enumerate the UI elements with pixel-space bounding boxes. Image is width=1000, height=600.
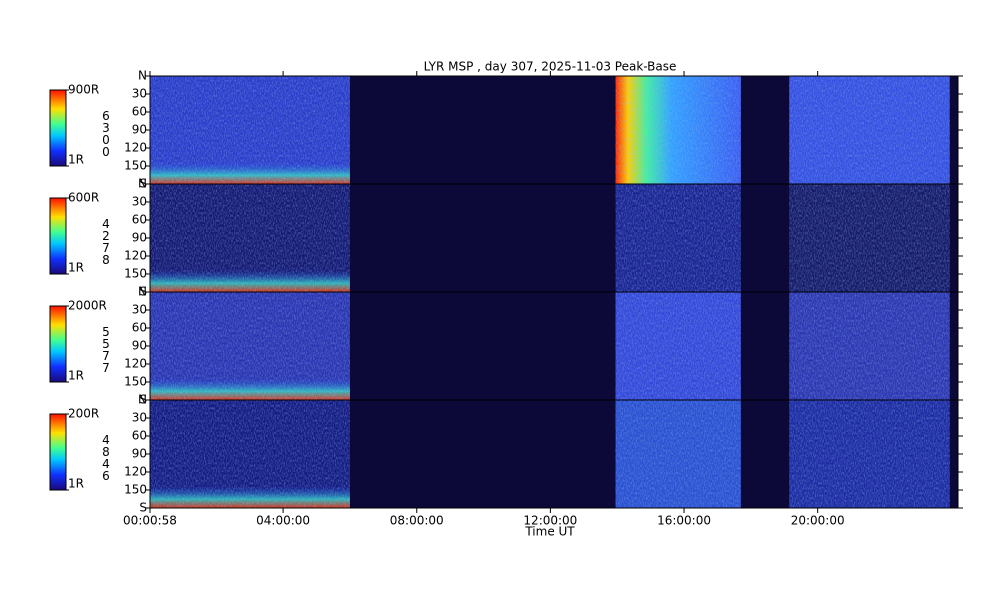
y-tick-label: 150 — [124, 267, 147, 281]
y-tick-label: N — [138, 285, 147, 299]
texture — [789, 292, 950, 400]
colorbar — [49, 413, 67, 491]
y-tick-label: 120 — [124, 465, 147, 479]
y-tick-label: 90 — [132, 447, 147, 461]
colorbar-label: 1R — [68, 369, 84, 383]
chart-title: LYR MSP , day 307, 2025-11-03 Peak-Base — [424, 60, 677, 74]
wavelength: 5577 — [99, 325, 113, 373]
x-tick-label: 20:00:00 — [791, 514, 845, 528]
y-tick-label: 60 — [132, 321, 147, 335]
texture — [789, 184, 950, 292]
colorbar-label: 200R — [68, 407, 99, 421]
texture — [150, 292, 350, 400]
y-tick-label: 60 — [132, 429, 147, 443]
x-axis-label: Time UT — [524, 525, 575, 539]
y-tick-label: 120 — [124, 141, 147, 155]
y-tick-label: S — [139, 285, 147, 299]
y-tick-label: 30 — [132, 195, 147, 209]
y-tick-label: 60 — [132, 213, 147, 227]
colorbar-label: 1R — [68, 153, 84, 167]
y-tick-label: 30 — [132, 87, 147, 101]
x-tick-label: 08:00:00 — [390, 514, 444, 528]
colorbar-label: 600R — [68, 191, 99, 205]
texture — [615, 400, 741, 508]
colorbar — [49, 305, 67, 383]
wavelength: 6300 — [99, 109, 113, 157]
y-tick-label: N — [138, 177, 147, 191]
texture — [789, 400, 950, 508]
y-tick-label: 30 — [132, 411, 147, 425]
colorbar-label: 900R — [68, 83, 99, 97]
wavelength: 4846 — [99, 433, 113, 481]
colorbar-label: 1R — [68, 261, 84, 275]
y-tick-label: 120 — [124, 249, 147, 263]
y-tick-label: 60 — [132, 105, 147, 119]
y-tick-label: S — [139, 177, 147, 191]
texture — [615, 76, 741, 184]
texture — [150, 184, 350, 292]
y-tick-label: 90 — [132, 339, 147, 353]
y-tick-label: 150 — [124, 159, 147, 173]
y-tick-label: 150 — [124, 375, 147, 389]
texture — [150, 400, 350, 508]
y-tick-label: N — [138, 393, 147, 407]
y-tick-label: S — [139, 393, 147, 407]
y-tick-label: 90 — [132, 231, 147, 245]
colorbar-label: 2000R — [68, 299, 107, 313]
texture — [615, 292, 741, 400]
y-tick-label: 30 — [132, 303, 147, 317]
y-tick-label: S — [139, 501, 147, 515]
y-tick-label: N — [138, 69, 147, 83]
y-tick-label: 90 — [132, 123, 147, 137]
texture — [789, 76, 950, 184]
y-tick-label: 120 — [124, 357, 147, 371]
y-tick-label: 150 — [124, 483, 147, 497]
x-tick-label: 16:00:00 — [657, 514, 711, 528]
x-tick-label: 12:00:00 — [523, 514, 577, 528]
texture — [615, 184, 741, 292]
colorbar — [49, 197, 67, 275]
x-tick-label: 04:00:00 — [256, 514, 310, 528]
colorbar — [49, 89, 67, 167]
wavelength: 4278 — [99, 217, 113, 265]
colorbar-label: 1R — [68, 477, 84, 491]
texture — [150, 76, 350, 184]
x-tick-label: 00:00:58 — [123, 514, 177, 528]
